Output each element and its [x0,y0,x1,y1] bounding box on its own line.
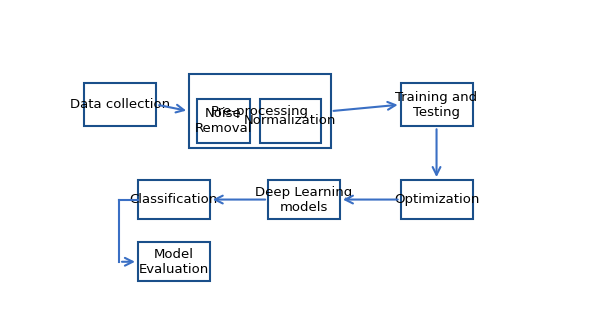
Text: Training and
Testing: Training and Testing [395,91,478,119]
Text: Model
Evaluation: Model Evaluation [139,248,209,276]
FancyBboxPatch shape [197,99,250,143]
Text: Deep Learning
models: Deep Learning models [256,185,353,214]
Text: Pre-processing: Pre-processing [211,105,309,118]
Text: Normalization: Normalization [244,114,337,127]
FancyBboxPatch shape [401,180,473,219]
FancyBboxPatch shape [84,83,157,126]
Text: Optimization: Optimization [394,193,479,206]
FancyBboxPatch shape [260,99,320,143]
Text: Classification: Classification [130,193,218,206]
FancyBboxPatch shape [268,180,340,219]
Text: Noise
Removal: Noise Removal [195,107,253,135]
FancyBboxPatch shape [401,83,473,126]
FancyBboxPatch shape [138,180,210,219]
Text: Data collection: Data collection [70,98,170,111]
FancyBboxPatch shape [189,74,331,148]
FancyBboxPatch shape [138,242,210,281]
